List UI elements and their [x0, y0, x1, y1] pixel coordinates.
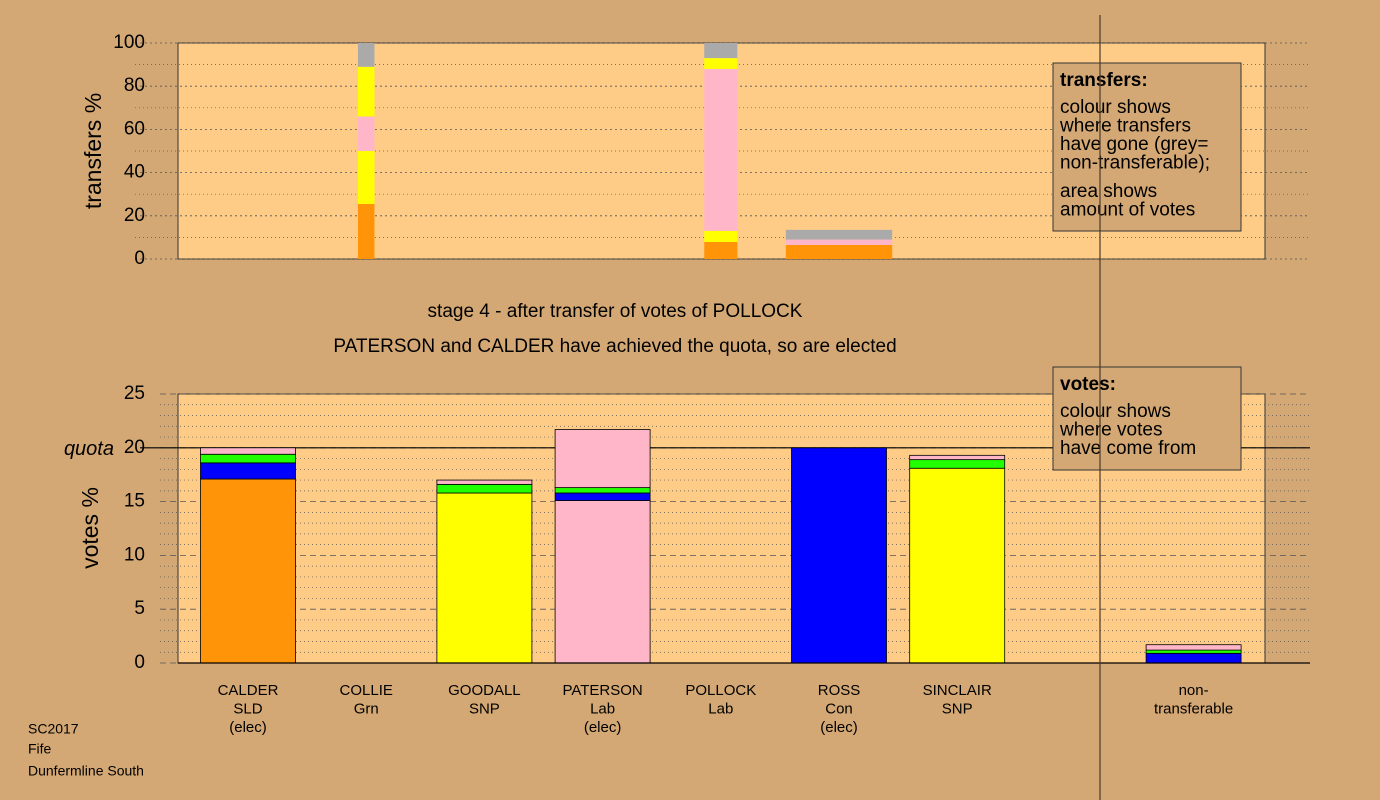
- x-tick-label: Con: [825, 700, 853, 717]
- note-line: non-transferable);: [1060, 153, 1210, 174]
- x-tick-label: Lab: [708, 700, 733, 717]
- bar-segment: [357, 203, 375, 259]
- bar-segment: [704, 43, 738, 59]
- x-tick-label: Grn: [354, 700, 379, 717]
- bar-segment: [200, 453, 296, 464]
- y-tick-label: 40: [124, 162, 145, 183]
- y-axis-label: votes %: [77, 487, 103, 569]
- note-line: colour shows: [1060, 97, 1171, 118]
- bar-segment: [1145, 652, 1242, 664]
- y-tick-label: 100: [113, 32, 145, 53]
- x-tick-label: CALDER: [218, 682, 279, 699]
- note-line: area shows: [1060, 181, 1157, 202]
- bar-segment: [704, 241, 738, 259]
- x-tick-label: COLLIE: [340, 682, 393, 699]
- x-tick-label: (elec): [584, 719, 622, 736]
- bar-segment: [200, 462, 296, 480]
- x-tick-label: SLD: [233, 700, 262, 717]
- bar-segment: [1145, 649, 1242, 654]
- bar-segment: [704, 230, 738, 242]
- bar-segment: [909, 459, 1006, 469]
- y-tick-label: 80: [124, 75, 145, 96]
- x-tick-label: SNP: [942, 700, 973, 717]
- x-tick-label: SNP: [469, 700, 500, 717]
- bar-segment: [785, 229, 893, 240]
- y-tick-label: 60: [124, 118, 145, 139]
- bar-segment: [200, 447, 296, 455]
- bar-segment: [1145, 644, 1242, 651]
- bar-segment: [704, 58, 738, 69]
- bar-segment: [357, 66, 375, 117]
- x-tick-label: SINCLAIR: [923, 682, 992, 699]
- bar-segment: [704, 68, 738, 231]
- bar-segment: [554, 492, 651, 501]
- y-axis-label: transfers %: [80, 93, 106, 209]
- y-tick-label: 20: [124, 205, 145, 226]
- bar-segment: [554, 429, 651, 489]
- bar-segment: [436, 483, 533, 494]
- note-line: have gone (grey=: [1060, 134, 1208, 155]
- y-tick-label: 0: [134, 248, 145, 269]
- bar-segment: [436, 492, 533, 664]
- bar-segment: [357, 151, 375, 204]
- x-tick-label: POLLOCK: [685, 682, 756, 699]
- bar-segment: [785, 244, 893, 259]
- y-tick-label: 25: [124, 383, 145, 404]
- bar-segment: [357, 43, 375, 67]
- bar-segment: [554, 500, 651, 664]
- x-tick-label: transferable: [1154, 700, 1233, 717]
- note-box: [1052, 62, 1242, 232]
- bar-segment: [357, 116, 375, 151]
- y-tick-label: 0: [134, 652, 145, 673]
- note-line: amount of votes: [1060, 200, 1195, 221]
- bar-segment: [200, 478, 296, 664]
- note-line: where votes: [1059, 420, 1162, 441]
- bar-segment: [554, 487, 651, 494]
- x-tick-label: (elec): [229, 719, 267, 736]
- footer-line: Dunfermline South: [28, 763, 144, 779]
- y-tick-label: 15: [124, 491, 145, 512]
- footer-line: Fife: [28, 741, 52, 757]
- footer-line: SC2017: [28, 721, 79, 737]
- note-line: have come from: [1060, 438, 1196, 459]
- x-tick-label: ROSS: [818, 682, 861, 699]
- bar-segment: [436, 479, 533, 485]
- x-tick-label: Lab: [590, 700, 615, 717]
- note-box: [1052, 366, 1242, 471]
- note-line: colour shows: [1060, 401, 1171, 422]
- bar-segment: [791, 447, 887, 664]
- x-tick-label: PATERSON: [562, 682, 642, 699]
- y-tick-label: 5: [134, 598, 145, 619]
- chart-title: stage 4 - after transfer of votes of POL…: [428, 301, 803, 322]
- note-line: where transfers: [1059, 116, 1191, 137]
- chart-subtitle: PATERSON and CALDER have achieved the qu…: [333, 336, 896, 357]
- quota-label: quota: [64, 438, 114, 460]
- bar-segment: [909, 454, 1006, 461]
- note-title: votes:: [1060, 374, 1116, 395]
- x-tick-label: non-: [1179, 682, 1209, 699]
- note-title: transfers:: [1060, 70, 1148, 91]
- bar-segment: [909, 467, 1006, 664]
- x-tick-label: GOODALL: [448, 682, 521, 699]
- y-tick-label: 20: [124, 437, 145, 458]
- x-tick-label: (elec): [820, 719, 858, 736]
- y-tick-label: 10: [124, 544, 145, 565]
- bar-segment: [785, 239, 893, 245]
